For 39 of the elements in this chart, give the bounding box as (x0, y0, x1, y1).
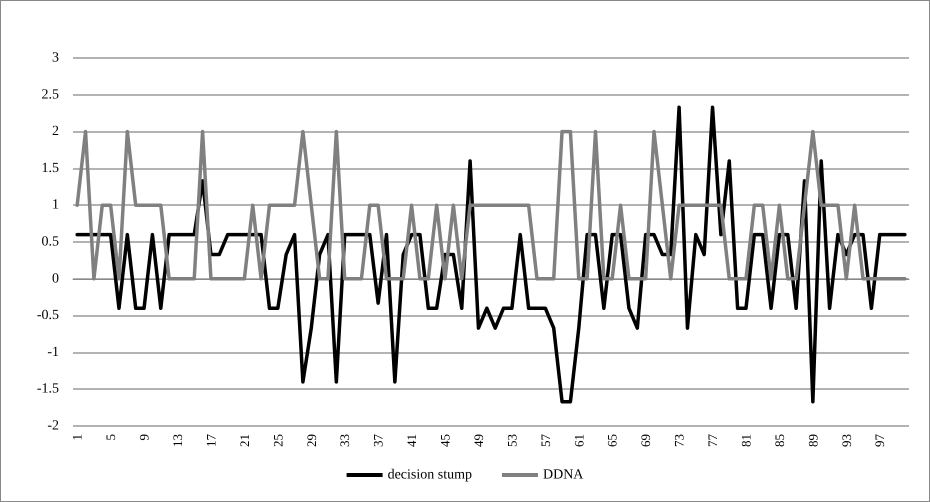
x-tick-label: 13 (170, 434, 185, 447)
y-tick-label: 1.5 (42, 160, 59, 176)
x-tick-label: 81 (738, 434, 754, 447)
x-tick-label: 53 (504, 434, 520, 447)
x-tick-label: 17 (203, 434, 218, 447)
y-tick-label: 1 (52, 198, 59, 213)
x-tick-label: 41 (404, 434, 420, 447)
x-tick-label: 89 (805, 434, 820, 447)
x-tick-label: 49 (470, 434, 486, 447)
x-tick-label: 77 (705, 434, 720, 447)
x-tick-label: 65 (604, 434, 620, 447)
x-tick-label: 57 (538, 434, 553, 447)
y-tick-label: 3 (52, 50, 59, 66)
legend-label: decision stump (388, 468, 472, 482)
y-tick-label: 2 (52, 124, 59, 140)
x-tick-label: 61 (571, 434, 586, 447)
y-tick-label: -1 (47, 344, 59, 360)
x-tick-label: 5 (103, 434, 118, 440)
x-tick-label: 9 (136, 434, 152, 440)
y-tick-label: 2.5 (42, 87, 59, 102)
legend-label: DDNA (542, 468, 584, 482)
y-tick-label: -2 (47, 418, 59, 434)
x-tick-label: 69 (638, 434, 654, 447)
line-series (75, 106, 907, 404)
x-tick-label: 29 (304, 434, 319, 447)
y-tick-label: -1.5 (36, 382, 59, 397)
x-tick-label: 37 (370, 434, 386, 447)
x-tick-label: 45 (438, 434, 453, 447)
x-tick-label: 93 (838, 434, 854, 447)
x-tick-label: 97 (872, 434, 888, 447)
x-tick-label: 85 (772, 434, 787, 447)
x-tick-label: 25 (270, 434, 286, 447)
x-tick-label: 73 (672, 434, 687, 447)
y-tick-label: -0.5 (36, 308, 59, 324)
x-tick-label: 33 (337, 434, 352, 447)
y-tick-label: 0.5 (42, 234, 59, 250)
x-tick-label: 21 (236, 434, 252, 447)
x-tick-label: 1 (70, 434, 85, 440)
y-tick-label: 0 (52, 271, 59, 286)
